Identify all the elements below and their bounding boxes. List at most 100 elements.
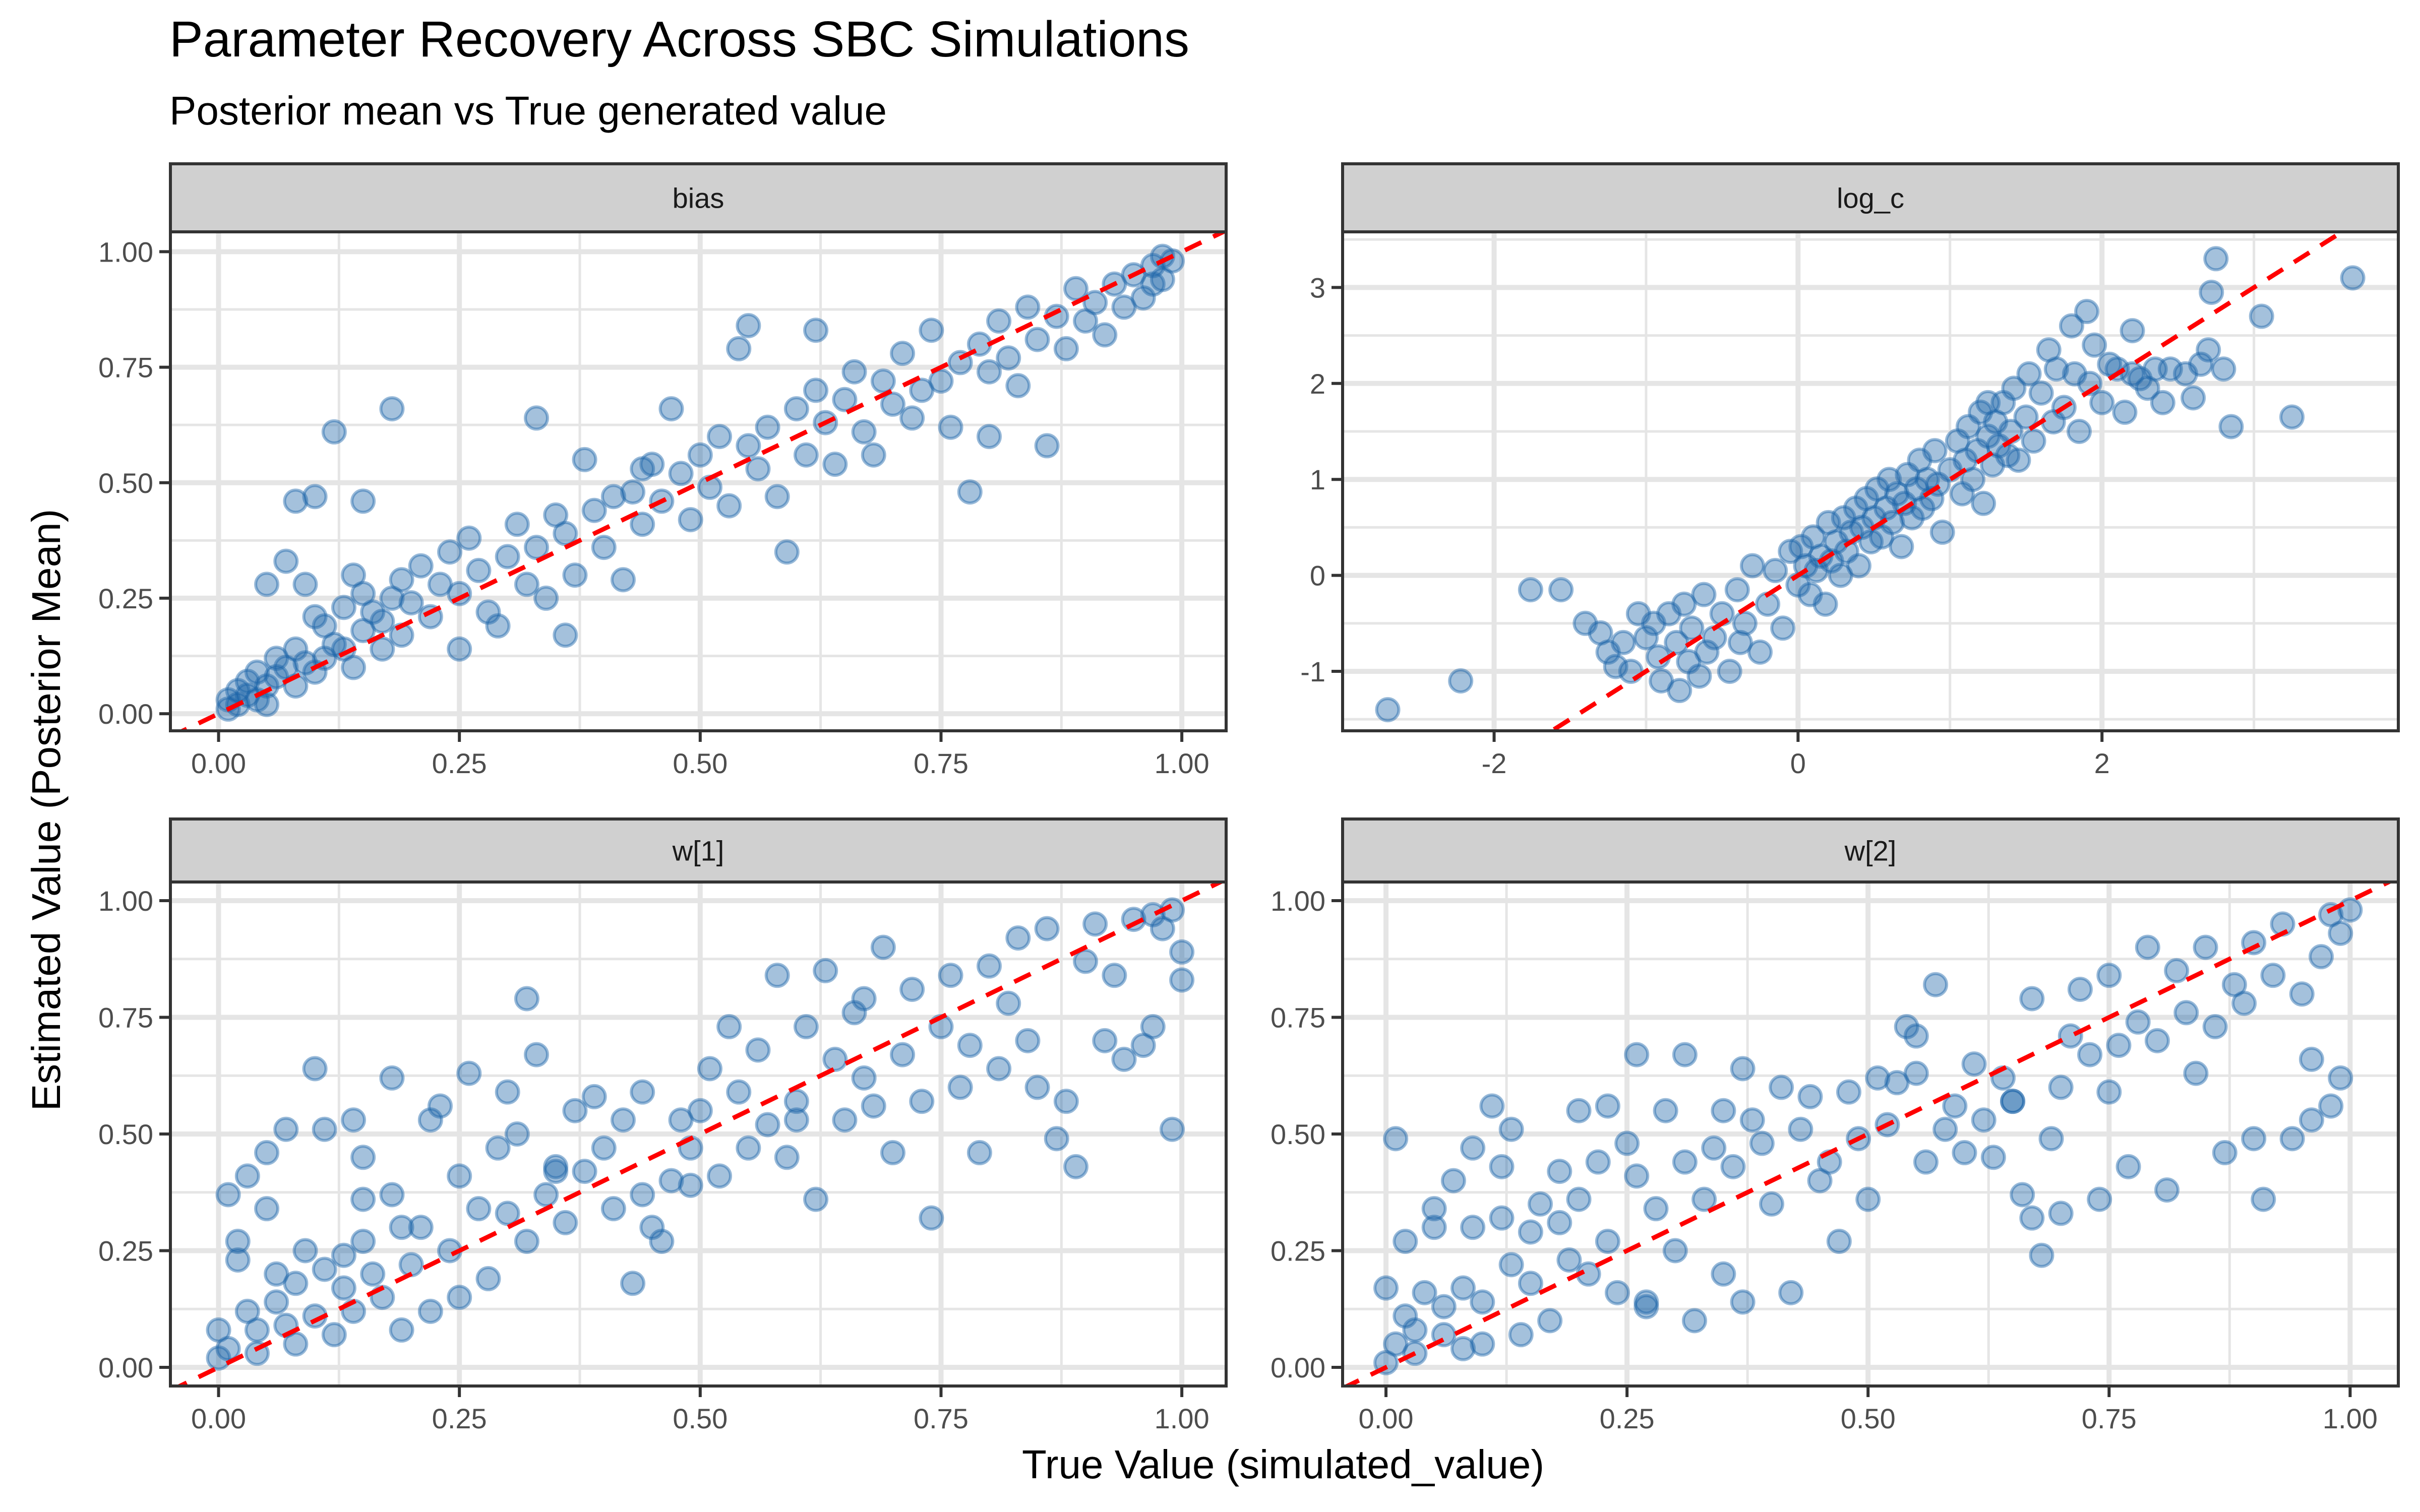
data-point [562, 562, 588, 588]
y-tick-label: 0.00 [98, 1352, 153, 1383]
data-point [1656, 601, 1682, 626]
data-point [1691, 582, 1717, 607]
data-point [572, 1159, 597, 1184]
data-point [2036, 337, 2062, 363]
data-point [2164, 958, 2190, 983]
data-point [2010, 1182, 2035, 1208]
data-point [1945, 428, 1970, 454]
data-point [1375, 697, 1401, 723]
facet-panel-w1: w[1] 0.00 0.25 0.50 0.75 1.00 0.00 0.25 0.50 0.75… [98, 817, 1228, 1434]
data-point [1816, 510, 1841, 535]
data-point [851, 419, 877, 445]
data-point [2193, 934, 2218, 960]
data-point [379, 396, 405, 422]
data-point [244, 659, 270, 685]
data-point [764, 484, 790, 510]
data-point [1929, 519, 1955, 545]
data-point [1960, 467, 1986, 492]
data-point [2048, 1201, 2074, 1226]
data-point [1633, 625, 1659, 651]
data-point [1641, 610, 1667, 636]
data-point [678, 507, 703, 533]
data-point [841, 359, 867, 385]
data-point [1793, 553, 1819, 579]
y-tick-label: 0.50 [1270, 1118, 1325, 1150]
data-point [321, 1322, 347, 1348]
data-point [2059, 313, 2084, 339]
data-point [1904, 476, 1929, 502]
data-point [254, 691, 280, 717]
data-point [264, 1261, 289, 1287]
data-point [832, 1107, 858, 1133]
data-point [630, 512, 655, 537]
data-point [543, 502, 569, 528]
data-point [2211, 356, 2236, 382]
data-point [697, 1056, 722, 1082]
data-point [1102, 963, 1127, 988]
data-point [543, 1159, 569, 1184]
data-point [822, 452, 848, 477]
data-point [533, 585, 559, 611]
data-point [1730, 1289, 1756, 1315]
data-point [1588, 620, 1613, 646]
data-point [2154, 1177, 2180, 1203]
data-point [1625, 601, 1651, 626]
data-point [533, 1182, 559, 1208]
data-point [813, 958, 838, 983]
data-point [1383, 1126, 1409, 1152]
data-point [292, 650, 318, 676]
x-tick-label: 0.75 [2082, 1403, 2137, 1434]
data-point [736, 313, 761, 339]
x-tick-label: 0.50 [673, 747, 728, 779]
data-point [890, 1042, 916, 1067]
data-point [1489, 1205, 1515, 1231]
data-point [1111, 294, 1137, 320]
data-point [726, 336, 752, 361]
data-point [928, 368, 954, 394]
data-point [658, 396, 684, 422]
data-point [379, 1182, 405, 1208]
data-point [408, 553, 434, 579]
data-point [793, 442, 819, 468]
data-point [2000, 1089, 2026, 1114]
points-group [215, 243, 1185, 722]
data-point [1990, 390, 2016, 415]
facet-strip-label: w[2] [1844, 835, 1897, 867]
data-point [947, 1075, 973, 1100]
data-point [2048, 1075, 2074, 1100]
data-point [2135, 375, 2160, 401]
y-tick-label: 1.00 [1270, 885, 1325, 917]
data-point [215, 1182, 241, 1208]
data-point [1518, 1219, 1543, 1245]
data-point [707, 424, 733, 450]
data-point [2096, 1079, 2122, 1105]
data-point [350, 1186, 376, 1212]
data-point [1884, 1070, 1910, 1096]
data-point [264, 646, 289, 671]
data-point [1034, 916, 1060, 941]
data-point [466, 557, 492, 583]
data-point [1672, 1042, 1698, 1067]
data-point [1955, 414, 1981, 439]
data-point [514, 986, 539, 1012]
data-point [1479, 1093, 1505, 1119]
data-point [1701, 1135, 1727, 1161]
data-point [639, 452, 665, 477]
y-tick-label: 0.50 [98, 1118, 153, 1150]
data-point [234, 1163, 260, 1189]
data-point [880, 1140, 905, 1166]
data-point [2120, 361, 2145, 387]
x-tick-label: 2 [2094, 747, 2110, 779]
data-point [292, 572, 318, 597]
facet-panel-log_c: log_c -2 0 2 -1 0 1 2 3 [1300, 162, 2400, 779]
data-point [668, 461, 694, 486]
data-point [658, 1168, 684, 1193]
data-point [264, 1289, 289, 1315]
data-point [1877, 467, 1902, 492]
data-point [456, 525, 482, 551]
data-point [2150, 390, 2175, 415]
data-point [1727, 629, 1753, 655]
data-point [302, 1056, 328, 1082]
y-tick-label: 3 [1310, 272, 1325, 303]
data-point [1903, 1060, 1929, 1086]
